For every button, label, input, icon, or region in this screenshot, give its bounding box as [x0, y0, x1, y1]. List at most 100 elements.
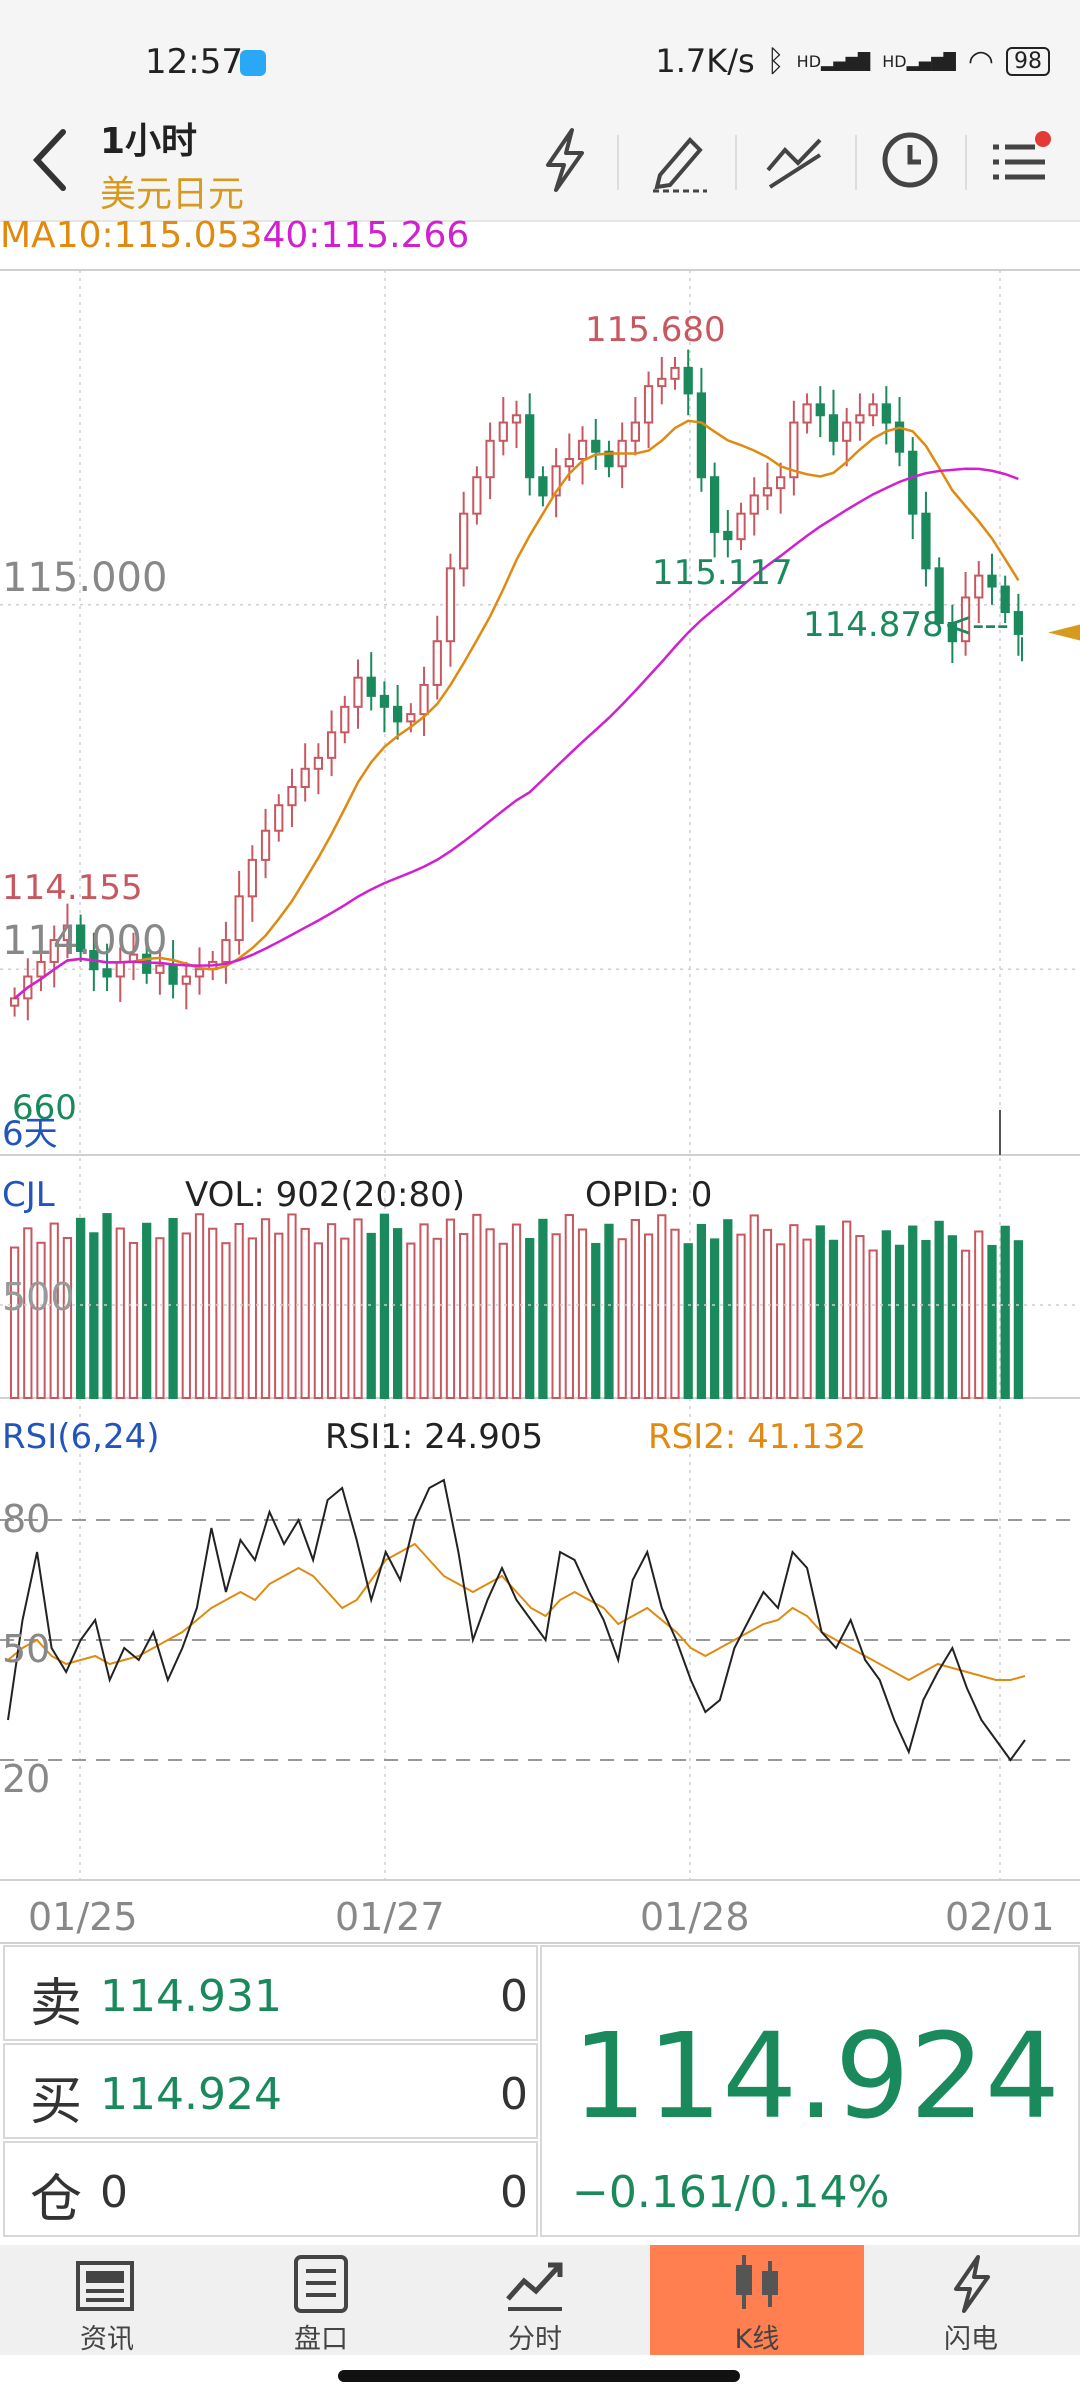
volume-bar — [921, 1239, 931, 1399]
candle-body — [406, 713, 416, 723]
volume-bar — [960, 1249, 971, 1399]
candle-body — [881, 403, 891, 424]
volume-bar — [36, 1241, 46, 1399]
candlestick-icon — [736, 2255, 778, 2309]
volume-bar — [894, 1244, 905, 1400]
candle-body — [155, 964, 165, 974]
net-speed: 1.7K/s — [655, 42, 755, 80]
period-title[interactable]: 1小时 — [100, 121, 198, 162]
volume-bar — [128, 1241, 139, 1399]
opid-value: OPID: 0 — [585, 1175, 713, 1215]
volume-bar — [670, 1228, 680, 1399]
nav-timeshare-label: 分时 — [508, 2324, 562, 2355]
candle-body — [762, 487, 773, 497]
status-time: 12:57 — [145, 42, 243, 82]
volume-bar — [221, 1242, 231, 1399]
last-price-box: 114.924 −0.161/0.14% — [540, 1945, 1080, 2237]
x-date-3: 01/28 — [640, 1895, 750, 1939]
volume-value: VOL: 902(20:80) — [185, 1175, 466, 1215]
draw-lines-icon[interactable] — [760, 125, 830, 195]
position-row[interactable]: 仓 0 0 — [3, 2141, 538, 2237]
volume-bar — [181, 1232, 191, 1400]
buy-row[interactable]: 买 114.924 0 — [3, 2043, 538, 2139]
x-date-2: 01/27 — [335, 1895, 445, 1939]
current-price-label: 114.878<--- — [803, 605, 1009, 645]
volume-bar — [247, 1237, 257, 1399]
volume-bar — [313, 1242, 324, 1400]
candle-body — [1000, 585, 1010, 614]
candle-body — [934, 567, 944, 624]
candle-body — [709, 476, 720, 533]
nav-kline-label: K线 — [734, 2324, 780, 2355]
volume-bar — [577, 1228, 588, 1399]
candle-body — [828, 414, 839, 442]
sell-row[interactable]: 卖 114.931 0 — [3, 1945, 538, 2041]
flash-icon[interactable] — [530, 125, 600, 195]
header — [0, 105, 1080, 222]
rsi-name: RSI(6,24) — [2, 1417, 160, 1457]
symbol-title[interactable]: 美元日元 — [100, 174, 245, 215]
high-price-label: 115.680 — [585, 310, 726, 350]
volume-bar — [76, 1217, 86, 1400]
buy-qty: 0 — [500, 2069, 528, 2120]
volume-bar — [604, 1223, 614, 1399]
volume-bar — [934, 1220, 944, 1400]
candle-body — [194, 968, 205, 978]
volume-bar — [630, 1218, 641, 1400]
menu-icon[interactable] — [985, 125, 1055, 195]
back-icon[interactable] — [25, 120, 75, 200]
kline-chart[interactable] — [0, 0, 1080, 1945]
position-qty: 0 — [500, 2167, 528, 2218]
nav-news[interactable]: 资讯 — [0, 2245, 214, 2355]
clock-icon[interactable] — [875, 125, 945, 195]
volume-bar — [1000, 1225, 1010, 1399]
volume-bar — [749, 1214, 759, 1399]
volume-bar — [498, 1242, 508, 1400]
volume-bar — [353, 1218, 363, 1400]
y-tick-115: 115.000 — [2, 555, 168, 601]
nav-orderbook-label: 盘口 — [294, 2324, 348, 2355]
candle-body — [498, 421, 508, 442]
candle-body — [591, 439, 601, 453]
candle-body — [340, 705, 350, 734]
nav-timeshare[interactable]: 分时 — [428, 2245, 642, 2355]
bottom-nav: 资讯 盘口 分时 K线 闪电 — [0, 2245, 1080, 2355]
candle-body — [842, 421, 852, 442]
sell-qty: 0 — [500, 1971, 528, 2022]
candle-body — [696, 392, 707, 479]
days-label: 6天 — [2, 1114, 58, 1154]
volume-bar — [287, 1213, 297, 1399]
volume-bar — [445, 1218, 456, 1400]
quote-panel: 卖 114.931 0 买 114.924 0 仓 0 0 114.924 −0… — [0, 1945, 1080, 2245]
candle-body — [459, 512, 469, 570]
app-notification-icon — [240, 50, 266, 76]
candle-body — [49, 939, 59, 963]
candle-body — [908, 450, 918, 515]
volume-bar — [485, 1228, 495, 1399]
nav-flash[interactable]: 闪电 — [864, 2245, 1078, 2355]
nav-kline[interactable]: K线 — [650, 2245, 864, 2355]
y-tick-114: 114.000 — [2, 918, 168, 964]
home-indicator[interactable] — [338, 2370, 740, 2382]
price-pointer — [1048, 624, 1080, 641]
volume-bar — [472, 1213, 482, 1399]
status-right: 1.7K/s ᛒ HD▂▄▆█ HD▂▄▆█ ◠ 98 — [655, 42, 1050, 80]
candle-body — [76, 924, 86, 953]
candle-body — [670, 366, 680, 380]
volume-bar — [49, 1222, 59, 1400]
rsi2-line — [7, 1542, 1026, 1682]
x-date-4: 02/01 — [945, 1895, 1055, 1939]
candle-body — [326, 731, 337, 759]
volume-bar — [564, 1214, 574, 1399]
position-value: 0 — [100, 2167, 128, 2218]
position-label: 仓 — [30, 2170, 83, 2230]
candle-body — [353, 676, 363, 708]
candle-body — [564, 458, 574, 468]
volume-bar — [617, 1238, 627, 1399]
pencil-icon[interactable] — [645, 125, 715, 195]
volume-bar — [842, 1220, 852, 1400]
candle-body — [683, 366, 693, 395]
nav-orderbook[interactable]: 盘口 — [214, 2245, 428, 2355]
volume-bar — [974, 1230, 984, 1400]
volume-bar — [340, 1237, 350, 1399]
